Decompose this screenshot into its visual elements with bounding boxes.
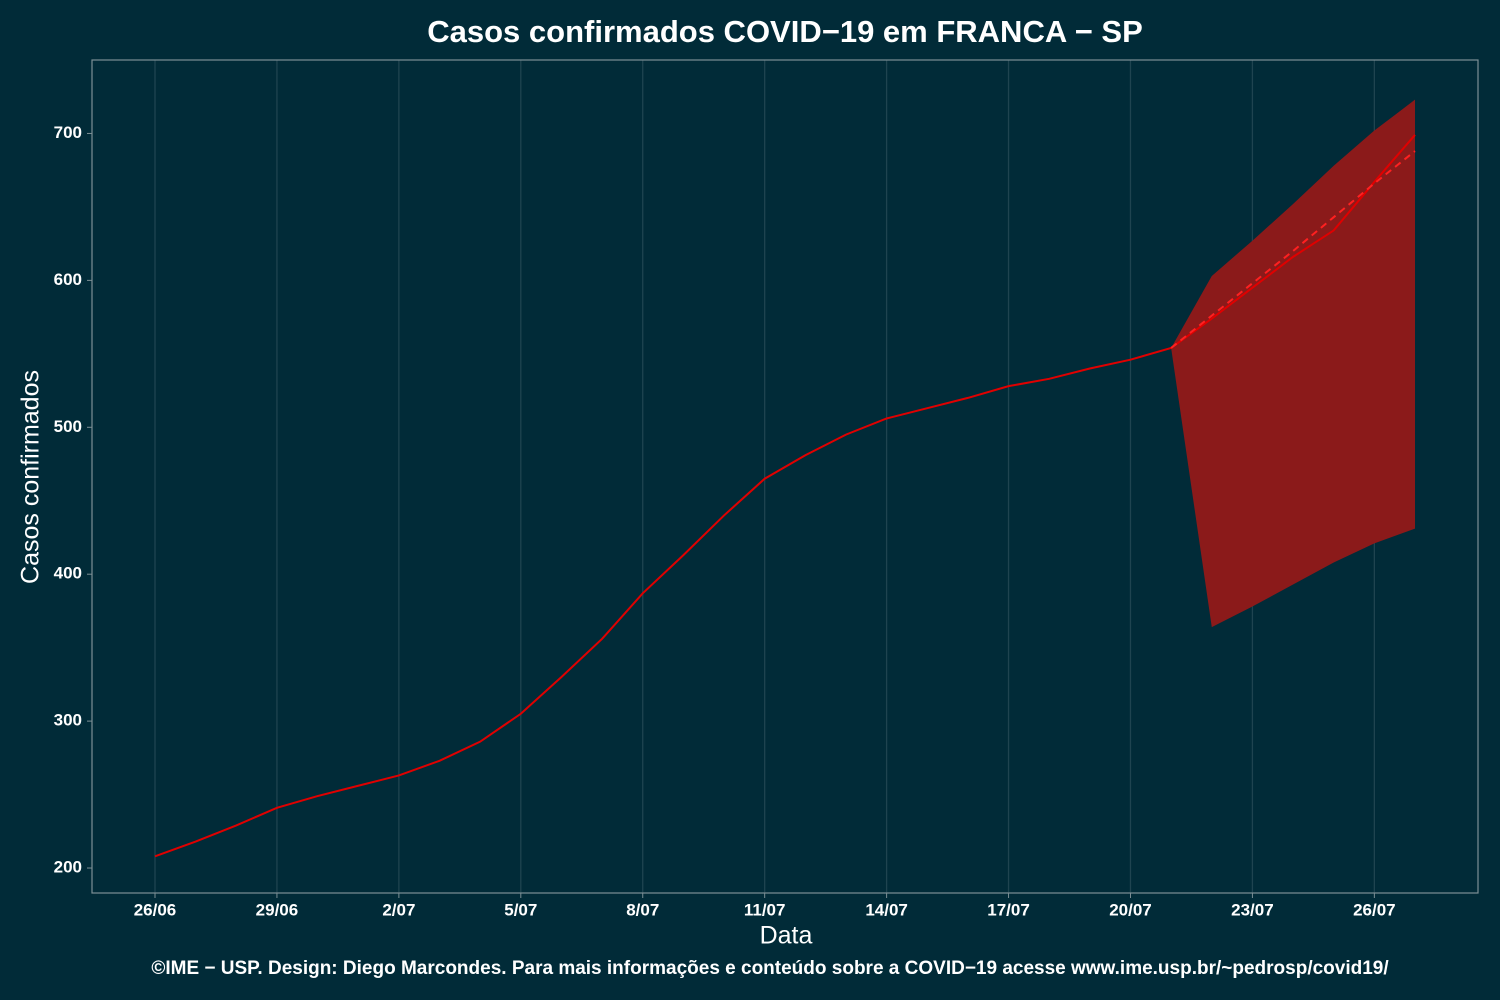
y-axis-label: Casos confirmados [17, 370, 45, 584]
caption: ©IME − USP. Design: Diego Marcondes. Par… [151, 958, 1389, 979]
chart-title: Casos confirmados COVID−19 em FRANCA − S… [427, 14, 1143, 49]
y-tick-label: 200 [54, 858, 82, 877]
panel-border [91, 59, 1479, 894]
x-tick-label: 26/06 [134, 900, 177, 919]
confidence-band [1171, 99, 1415, 628]
x-tick-label: 14/07 [865, 900, 908, 919]
y-tick-label: 400 [54, 564, 82, 583]
x-tick-label: 8/07 [626, 900, 659, 919]
forecast-line [1170, 150, 1416, 349]
x-tick-label: 29/06 [256, 900, 299, 919]
x-tick-label: 17/07 [987, 900, 1030, 919]
y-tick-label: 700 [54, 123, 82, 142]
y-tick-label: 600 [54, 270, 82, 289]
plot-area: 200 300 400 500 600 700 26/06 29/06 2/07 5/07 8/07… [54, 60, 1416, 919]
y-tick-label: 500 [54, 417, 82, 436]
series-line [154, 134, 1416, 858]
x-tick-label: 2/07 [382, 900, 415, 919]
x-axis-label: Data [760, 922, 813, 950]
x-tick-label: 26/07 [1353, 900, 1396, 919]
x-tick-label: 20/07 [1109, 900, 1152, 919]
x-tick-label: 23/07 [1231, 900, 1274, 919]
x-tick-label: 11/07 [744, 900, 786, 919]
y-tick-label: 300 [54, 711, 82, 730]
x-tick-label: 5/07 [504, 900, 537, 919]
